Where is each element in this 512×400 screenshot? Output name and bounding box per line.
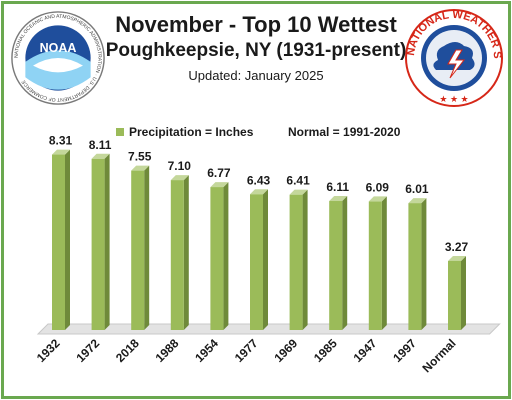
bar-front: [91, 158, 105, 330]
bar-front: [368, 201, 382, 330]
tick-label: 1988: [153, 336, 182, 365]
bar-top: [368, 196, 387, 202]
bar-front: [210, 187, 224, 330]
bar: [289, 189, 308, 330]
legend-swatch: [116, 128, 124, 136]
bar-front: [52, 154, 65, 330]
bar-top: [250, 189, 268, 195]
noaa-logo: NOAA NATIONAL OCEANIC AND ATMOSPHERIC AD…: [11, 11, 105, 105]
bar-top: [329, 196, 348, 202]
bar-top: [408, 198, 427, 204]
data-label: 6.41: [286, 174, 310, 188]
bar-side: [381, 196, 387, 330]
nws-stars: ★ ★ ★: [439, 94, 468, 104]
bar-front: [408, 203, 422, 330]
bar: [210, 182, 229, 330]
data-label: 3.27: [445, 240, 469, 254]
bar-front: [329, 201, 343, 330]
tick-label: 1954: [192, 336, 221, 365]
tick-label: 1997: [390, 336, 419, 365]
bar-front: [250, 194, 263, 330]
data-label: 6.01: [405, 182, 429, 196]
tick-label: Normal: [419, 336, 458, 375]
tick-label: 1972: [73, 336, 102, 365]
bar: [52, 149, 70, 330]
data-label: 7.55: [128, 150, 152, 164]
data-label: 8.11: [89, 138, 112, 152]
bar-top: [448, 255, 466, 261]
chart-subtitle: Poughkeepsie, NY (1931-present): [105, 40, 407, 61]
bar-side: [342, 196, 348, 330]
bar-top: [289, 189, 308, 195]
bar-top: [170, 175, 189, 181]
tick-label: 2018: [113, 336, 142, 365]
data-label: 6.09: [366, 180, 390, 194]
data-label: 6.11: [326, 180, 349, 194]
bar-side: [223, 182, 229, 330]
bar: [131, 165, 150, 330]
data-label: 8.31: [49, 134, 73, 148]
bar: [91, 153, 110, 330]
bar-top: [91, 153, 110, 159]
bar-side: [104, 153, 110, 330]
bar-front: [170, 180, 184, 330]
bar-side: [263, 189, 268, 330]
legend-series-label: Precipitation = Inches: [129, 125, 254, 139]
legend: Precipitation = Inches Normal = 1991-202…: [116, 125, 401, 139]
bar-front: [289, 194, 303, 330]
bar-top: [210, 182, 229, 188]
bar: [408, 198, 427, 330]
tick-label: 1932: [34, 336, 63, 365]
bar-top: [52, 149, 70, 155]
bar-front: [131, 170, 145, 330]
bar-side: [144, 165, 150, 330]
chart-title: November - Top 10 Wettest: [115, 12, 397, 37]
bar-side: [461, 255, 466, 330]
updated-text: Updated: January 2025: [188, 68, 324, 83]
data-label: 6.43: [247, 173, 271, 187]
bar: [250, 189, 268, 330]
tick-label: 1985: [311, 336, 340, 365]
nws-logo: NATIONAL WEATHER SERVICE ★ ★ ★: [404, 8, 503, 107]
legend-normal-label: Normal = 1991-2020: [288, 125, 401, 139]
bar: [448, 255, 466, 330]
tick-label: 1977: [232, 336, 261, 365]
tick-label: 1947: [351, 336, 380, 365]
tick-label: 1969: [271, 336, 300, 365]
bar-side: [65, 149, 70, 330]
bar-top: [131, 165, 150, 171]
bar: [329, 196, 348, 330]
noaa-logo-text: NOAA: [40, 41, 77, 55]
data-label: 7.10: [168, 159, 192, 173]
bar-side: [183, 175, 189, 330]
bar: [368, 196, 387, 330]
bar: [170, 175, 189, 330]
data-label: 6.77: [207, 166, 231, 180]
bar-side: [421, 198, 427, 330]
bar-front: [448, 260, 461, 330]
bar-side: [302, 189, 308, 330]
